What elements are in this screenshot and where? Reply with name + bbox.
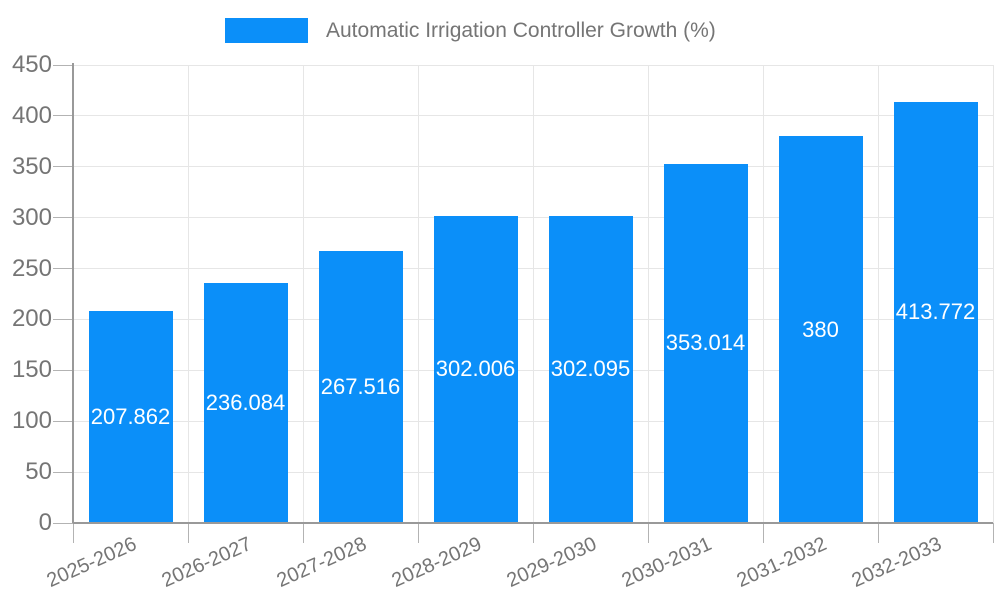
x-axis-tick	[762, 523, 764, 543]
bar-value-label: 380	[802, 316, 839, 342]
y-tick-label: 350	[11, 152, 52, 180]
y-tick-label: 150	[11, 356, 52, 384]
bar-value-label: 302.006	[435, 356, 516, 382]
x-axis-tick	[877, 523, 879, 543]
x-axis-tick	[417, 523, 419, 543]
y-axis-tick	[53, 115, 73, 117]
bar-value-label: 302.095	[550, 356, 631, 382]
x-axis-tick	[72, 523, 74, 543]
y-axis-tick	[53, 166, 73, 168]
bar[interactable]	[548, 215, 633, 523]
bar-value-label: 353.014	[665, 330, 746, 356]
x-axis-tick	[187, 523, 189, 543]
y-tick-label: 0	[38, 509, 52, 536]
y-tick-label: 100	[11, 407, 52, 435]
legend: Automatic Irrigation Controller Growth (…	[225, 18, 716, 43]
bar[interactable]	[893, 101, 978, 523]
y-axis-tick	[53, 369, 73, 371]
v-gridline	[417, 65, 419, 523]
y-tick-label: 200	[11, 305, 52, 333]
y-axis-tick	[53, 471, 73, 473]
y-tick-label: 50	[25, 458, 52, 486]
x-axis-tick	[992, 523, 994, 543]
bar-value-label: 413.772	[895, 299, 976, 325]
bar-value-label: 207.862	[90, 404, 171, 430]
v-gridline	[647, 65, 649, 523]
bar[interactable]	[203, 282, 288, 523]
x-axis-tick	[302, 523, 304, 543]
y-axis-tick	[53, 318, 73, 320]
bar[interactable]	[433, 215, 518, 523]
y-axis-tick	[53, 268, 73, 270]
x-axis-tick	[532, 523, 534, 543]
bar[interactable]	[88, 311, 173, 523]
y-tick-label: 400	[11, 101, 52, 129]
y-axis-tick	[53, 64, 73, 66]
legend-label: Automatic Irrigation Controller Growth (…	[326, 18, 716, 42]
bar[interactable]	[318, 250, 403, 523]
bar[interactable]	[663, 163, 748, 523]
v-gridline	[532, 65, 534, 523]
v-gridline	[992, 65, 994, 523]
y-axis-tick	[53, 420, 73, 422]
v-gridline	[762, 65, 764, 523]
legend-swatch	[225, 18, 308, 43]
y-tick-label: 300	[11, 203, 52, 231]
y-tick-label: 250	[11, 254, 52, 282]
bar-value-label: 267.516	[320, 373, 401, 399]
bar[interactable]	[778, 136, 863, 523]
v-gridline	[877, 65, 879, 523]
y-axis-tick	[53, 217, 73, 219]
x-axis-tick	[647, 523, 649, 543]
v-gridline	[187, 65, 189, 523]
y-tick-label: 450	[11, 51, 52, 78]
y-axis-line	[72, 63, 74, 523]
y-axis-tick	[53, 522, 73, 524]
x-axis-line	[73, 522, 993, 524]
v-gridline	[302, 65, 304, 523]
bar-value-label: 236.084	[205, 389, 286, 415]
